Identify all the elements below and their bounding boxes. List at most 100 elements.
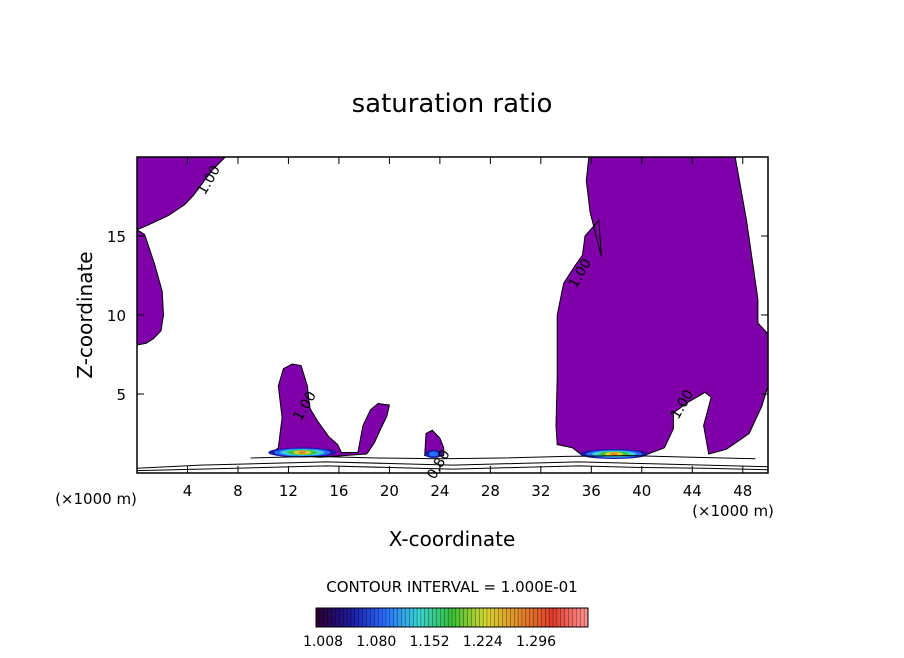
supersaturated-region-4	[424, 429, 445, 457]
colorbar-cell-48	[502, 607, 507, 628]
x-tick-label-3: 16	[329, 482, 348, 500]
colorbar-cell-45	[490, 607, 496, 628]
x-tick-label-10: 44	[683, 482, 702, 500]
contour-lines	[136, 455, 769, 472]
colorbar-cell-27	[420, 607, 426, 628]
colorbar-cell-65	[568, 607, 573, 628]
x-unit-right: (×1000 m)	[692, 502, 774, 520]
plot-area: 1.001.001.00 1.000.80 4 8 12 16 20 24 28 32 36 40 4…	[107, 156, 769, 500]
colorbar-cell-38	[463, 607, 469, 628]
colorbar-cell-2	[323, 607, 329, 628]
colorbar-cell-41	[475, 607, 480, 628]
x-tick-label-5: 24	[430, 482, 449, 500]
colorbar-cell-29	[428, 607, 434, 628]
colorbar-cell-14	[370, 607, 375, 628]
chart-title: saturation ratio	[352, 89, 553, 119]
x-tick-label-9: 40	[632, 482, 651, 500]
colorbar-frame	[315, 607, 589, 628]
peak-2-level-1	[428, 451, 439, 457]
colorbar-cell-53	[521, 607, 527, 628]
contour-line-0	[136, 461, 769, 469]
colorbar-cell-68	[580, 607, 585, 628]
colorbar-cell-4	[331, 607, 336, 628]
colorbar-cell-55	[529, 607, 535, 628]
colorbar-cell-30	[432, 607, 437, 628]
colorbar-cell-7	[343, 607, 348, 628]
colorbar-cell-24	[409, 607, 414, 628]
colorbar-cell-40	[471, 607, 476, 628]
colorbar-cell-13	[366, 607, 371, 628]
peak-region-1	[580, 449, 649, 460]
colorbar-cell-52	[517, 607, 523, 628]
colorbar-cell-6	[339, 607, 344, 628]
colorbar-cell-10	[354, 607, 360, 628]
y-axis-label: Z-coordinate	[73, 251, 97, 378]
colorbar-cell-43	[482, 607, 488, 628]
colorbar-cell-54	[525, 607, 531, 628]
colorbar-cell-36	[455, 607, 461, 628]
colorbar-cell-62	[556, 607, 562, 628]
colorbar-cell-33	[444, 607, 449, 628]
x-tick-label-6: 28	[481, 482, 500, 500]
x-tick-label-0: 4	[183, 482, 193, 500]
peak-region-2	[424, 450, 443, 459]
colorbar-cell-8	[346, 607, 352, 628]
colorbar-cell-60	[548, 607, 554, 628]
supersaturated-region-0	[136, 156, 227, 231]
colorbar-tick-label-1: 1.080	[356, 634, 396, 650]
colorbar	[315, 607, 589, 628]
y-tick-label-0: 5	[116, 386, 126, 404]
supersaturated-region-1	[136, 228, 165, 346]
x-ticks: 4 8 12 16 20 24 28 32 36 40 44 48	[183, 157, 752, 500]
colorbar-cell-3	[327, 607, 333, 628]
colorbar-cell-34	[447, 607, 453, 628]
colorbar-cell-39	[467, 607, 472, 628]
supersaturated-region-3	[269, 363, 391, 458]
colorbar-cell-57	[537, 607, 542, 628]
colorbar-tick-label-3: 1.224	[463, 634, 503, 650]
colorbar-cell-32	[440, 607, 445, 628]
y-ticks: 5 10 15	[107, 228, 768, 404]
x-unit-left: (×1000 m)	[55, 490, 137, 508]
colorbar-cell-44	[486, 607, 492, 628]
contour-line-1	[136, 465, 769, 472]
colorbar-cell-37	[459, 607, 465, 628]
colorbar-cell-61	[552, 607, 558, 628]
colorbar-cell-64	[564, 607, 570, 628]
contour-interval-text: CONTOUR INTERVAL = 1.000E-01	[326, 578, 577, 596]
colorbar-cell-11	[358, 607, 364, 628]
colorbar-cell-50	[510, 607, 515, 628]
colorbar-cell-21	[397, 607, 402, 628]
colorbar-cell-19	[389, 607, 395, 628]
x-tick-label-4: 20	[380, 482, 399, 500]
colorbar-cell-16	[378, 607, 383, 628]
colorbar-cell-5	[335, 607, 340, 628]
colorbar-cell-17	[381, 607, 387, 628]
x-tick-label-1: 8	[233, 482, 243, 500]
colorbar-cell-25	[412, 607, 418, 628]
colorbar-cell-0	[315, 607, 321, 628]
x-tick-label-2: 12	[279, 482, 298, 500]
colorbar-cell-47	[498, 607, 503, 628]
colorbar-cell-15	[374, 607, 379, 628]
supersaturated-regions	[136, 156, 769, 458]
colorbar-cell-23	[405, 607, 410, 628]
colorbar-cell-63	[560, 607, 566, 628]
x-tick-label-11: 48	[733, 482, 752, 500]
x-axis-label: X-coordinate	[389, 527, 516, 551]
peak-0-level-5	[298, 450, 307, 454]
contour-line-2	[250, 455, 756, 460]
colorbar-cell-35	[451, 607, 457, 628]
colorbar-tick-label-2: 1.152	[409, 634, 449, 650]
colorbar-cell-18	[385, 607, 391, 628]
colorbar-cell-20	[393, 607, 399, 628]
colorbar-tick-label-0: 1.008	[303, 634, 343, 650]
colorbar-cell-58	[541, 607, 546, 628]
colorbar-cell-31	[436, 607, 441, 628]
peak-region-0	[268, 447, 337, 458]
colorbar-cell-28	[424, 607, 430, 628]
colorbar-cell-22	[401, 607, 406, 628]
colorbar-cell-12	[362, 607, 367, 628]
colorbar-cell-49	[506, 607, 511, 628]
